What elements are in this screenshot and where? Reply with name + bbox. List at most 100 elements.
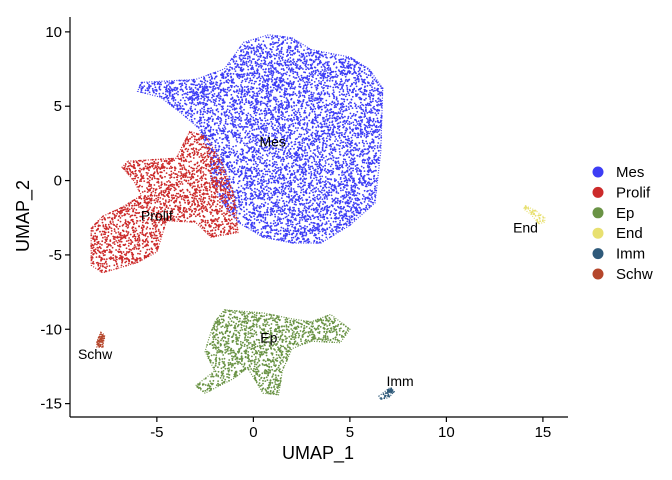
data-point — [308, 90, 311, 92]
data-point — [375, 158, 378, 161]
data-point — [246, 157, 249, 160]
data-point — [240, 73, 243, 76]
data-point — [204, 127, 207, 130]
data-point — [239, 141, 242, 144]
data-point — [174, 104, 176, 107]
data-point — [228, 111, 231, 114]
data-point — [237, 192, 239, 195]
data-point — [261, 52, 264, 55]
data-point — [277, 125, 280, 128]
data-point — [260, 234, 263, 237]
data-point — [338, 134, 341, 137]
data-point — [233, 161, 236, 164]
data-point — [335, 191, 338, 194]
data-point — [360, 165, 363, 168]
data-point — [267, 91, 270, 93]
data-point — [343, 119, 346, 122]
data-point — [355, 93, 357, 95]
data-point — [261, 88, 263, 91]
data-point — [252, 76, 255, 79]
data-point — [228, 142, 231, 144]
data-point — [314, 113, 316, 115]
data-point — [265, 231, 268, 234]
data-point — [236, 90, 239, 92]
data-point — [308, 223, 311, 226]
data-point — [295, 104, 298, 107]
data-point — [319, 135, 321, 138]
data-point — [363, 99, 366, 101]
data-point — [273, 62, 276, 65]
data-point — [334, 104, 336, 107]
data-point — [289, 153, 291, 156]
data-point — [349, 217, 351, 219]
data-point — [201, 83, 203, 85]
data-point — [371, 124, 374, 127]
data-point — [357, 73, 360, 76]
data-point — [179, 88, 182, 91]
data-point — [210, 115, 213, 118]
data-point — [241, 172, 243, 175]
data-point — [321, 69, 324, 71]
data-point — [316, 148, 319, 150]
data-point — [251, 87, 254, 90]
data-point — [252, 204, 254, 207]
data-point — [300, 59, 303, 62]
data-point — [290, 157, 293, 160]
data-point — [177, 90, 179, 93]
data-point — [255, 47, 258, 49]
data-point — [224, 127, 227, 130]
data-point — [257, 125, 260, 128]
data-point — [272, 43, 275, 45]
data-point — [243, 177, 246, 180]
data-point — [292, 179, 295, 182]
data-point — [233, 68, 236, 70]
data-point — [274, 203, 277, 206]
data-point — [290, 123, 293, 126]
data-point — [195, 104, 197, 107]
data-point — [241, 191, 244, 194]
data-point — [221, 102, 224, 104]
data-point — [374, 195, 376, 198]
data-point — [341, 141, 343, 144]
data-point — [296, 71, 299, 74]
data-point — [353, 153, 355, 156]
data-point — [310, 107, 313, 110]
data-point — [270, 69, 273, 72]
data-point — [339, 72, 342, 75]
data-point — [374, 145, 376, 147]
data-point — [374, 189, 377, 192]
data-point — [238, 102, 241, 105]
data-point — [253, 92, 256, 95]
data-point — [250, 127, 253, 129]
data-point — [190, 113, 192, 115]
data-point — [296, 214, 298, 217]
data-point — [267, 203, 269, 205]
data-point — [279, 232, 282, 235]
data-point — [300, 105, 302, 108]
data-point — [245, 160, 248, 163]
data-point — [199, 109, 202, 111]
data-point — [326, 172, 329, 175]
data-point — [298, 222, 301, 225]
data-point — [286, 110, 289, 113]
data-point — [273, 179, 276, 182]
data-point — [354, 90, 357, 92]
data-point — [328, 191, 331, 194]
data-point — [231, 97, 234, 100]
data-point — [318, 82, 321, 85]
data-point — [271, 123, 274, 125]
data-point — [300, 182, 303, 185]
data-point — [312, 229, 315, 231]
data-point — [326, 61, 329, 63]
data-point — [241, 148, 244, 151]
data-point — [280, 160, 282, 162]
data-point — [258, 158, 261, 161]
data-point — [337, 127, 339, 130]
data-point — [292, 59, 294, 61]
data-point — [348, 168, 351, 171]
data-point — [314, 72, 316, 75]
data-point — [297, 67, 300, 70]
data-point — [212, 101, 215, 103]
data-point — [206, 100, 209, 102]
data-point — [292, 68, 295, 71]
